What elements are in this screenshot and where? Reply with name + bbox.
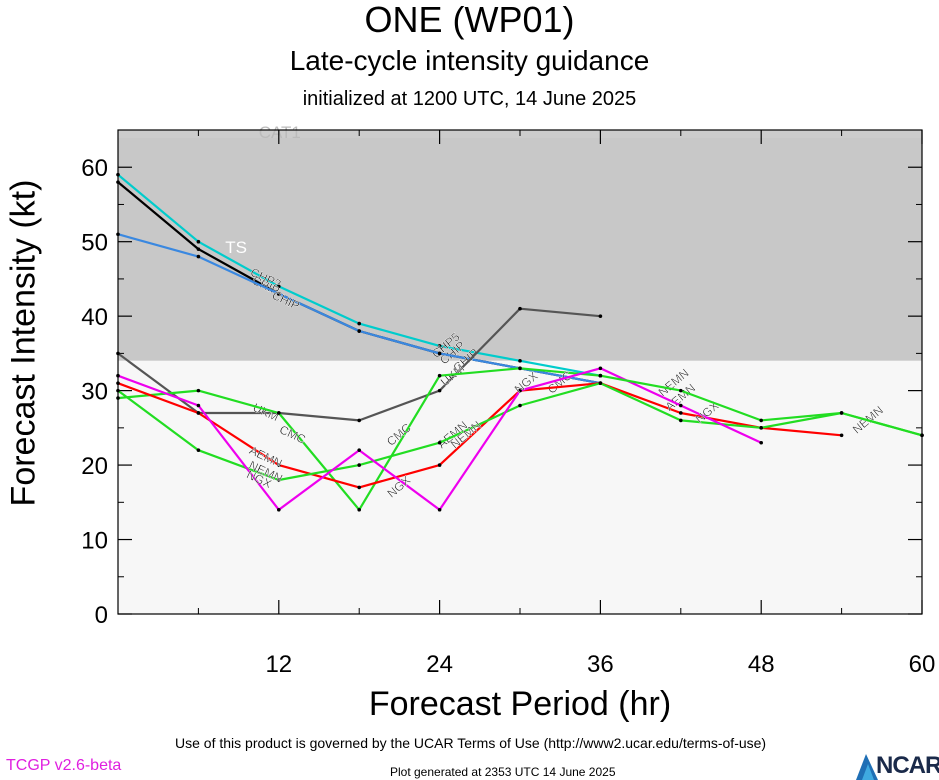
series-point <box>116 232 120 237</box>
series-point <box>679 388 683 393</box>
series-point <box>116 381 120 385</box>
series-point <box>437 344 442 348</box>
series-point <box>116 172 120 177</box>
series-point <box>357 485 362 490</box>
band-label-ts: TS <box>225 238 247 257</box>
series-point <box>437 388 442 393</box>
y-tick-label: 50 <box>81 230 108 257</box>
series-point <box>196 239 201 244</box>
chart-title: ONE (WP01) <box>364 0 575 40</box>
series-point <box>277 411 281 415</box>
series-point <box>437 440 442 445</box>
series-point <box>598 373 603 378</box>
series-point <box>518 388 522 393</box>
y-tick-label: 0 <box>95 602 108 629</box>
series-point <box>518 403 522 408</box>
series-point <box>116 351 120 356</box>
series-point <box>598 366 603 371</box>
series-point <box>759 426 763 430</box>
x-tick-label: 12 <box>265 651 292 678</box>
y-tick-label: 60 <box>81 155 108 182</box>
ncar-logo-icon <box>856 754 878 780</box>
series-point <box>759 440 763 445</box>
series-point <box>839 433 844 438</box>
series-point <box>598 381 603 385</box>
series-point <box>357 448 362 452</box>
series-point <box>357 418 362 423</box>
series-point <box>116 373 120 378</box>
series-point <box>518 306 522 311</box>
y-axis-label: Forecast Intensity (kt) <box>4 179 43 507</box>
series-point <box>518 366 522 371</box>
series-point <box>679 403 683 408</box>
series-line-5 <box>117 382 842 489</box>
y-tick-label: 20 <box>81 453 108 480</box>
version-label: TCGP v2.6-beta <box>6 757 122 774</box>
x-tick-label: 48 <box>748 651 775 678</box>
x-tick-label: 24 <box>426 651 453 678</box>
generated-timestamp: Plot generated at 2353 UTC 14 June 2025 <box>390 765 616 779</box>
series-point <box>437 507 442 512</box>
series-point <box>116 180 120 184</box>
series-point <box>116 396 120 400</box>
series-point <box>759 418 763 423</box>
terms-of-use-link[interactable]: Use of this product is governed by the U… <box>175 735 767 751</box>
ncar-logo-text: NCAR <box>876 752 939 779</box>
series-point <box>437 373 442 378</box>
y-tick-label: 30 <box>81 379 108 406</box>
series-point <box>196 411 201 415</box>
series-point <box>518 359 522 363</box>
series-point <box>277 478 281 482</box>
y-tick-label: 40 <box>81 304 108 331</box>
series-point <box>357 463 362 467</box>
series-point <box>196 254 201 259</box>
intensity-band-2 <box>118 360 922 614</box>
x-axis-label: Forecast Period (hr) <box>368 685 672 723</box>
series-point <box>196 403 201 408</box>
series-point <box>277 284 281 289</box>
init-time: initialized at 1200 UTC, 14 June 2025 <box>302 88 637 110</box>
series-point <box>277 463 281 467</box>
series-point <box>116 388 120 393</box>
ncar-logo: NCAR <box>856 752 939 780</box>
series-point <box>679 411 683 415</box>
series-point <box>839 411 844 415</box>
series-point <box>196 388 201 393</box>
intensity-band-1 <box>118 137 922 361</box>
series-point <box>679 418 683 423</box>
series-point <box>357 321 362 326</box>
chart-subtitle: Late-cycle intensity guidance <box>289 45 650 76</box>
x-tick-label: 60 <box>909 651 936 678</box>
series-point <box>357 329 362 333</box>
y-tick-label: 10 <box>81 528 108 555</box>
series-point <box>437 463 442 467</box>
series-point <box>196 448 201 452</box>
series-point <box>277 507 281 512</box>
band-label-cat1: CAT1 <box>259 123 301 142</box>
series-point <box>920 433 924 438</box>
series-point <box>196 247 201 251</box>
x-tick-label: 36 <box>587 651 614 678</box>
series-point <box>437 351 442 356</box>
series-point <box>598 314 603 318</box>
series-point <box>357 507 362 512</box>
series-point <box>277 292 281 296</box>
